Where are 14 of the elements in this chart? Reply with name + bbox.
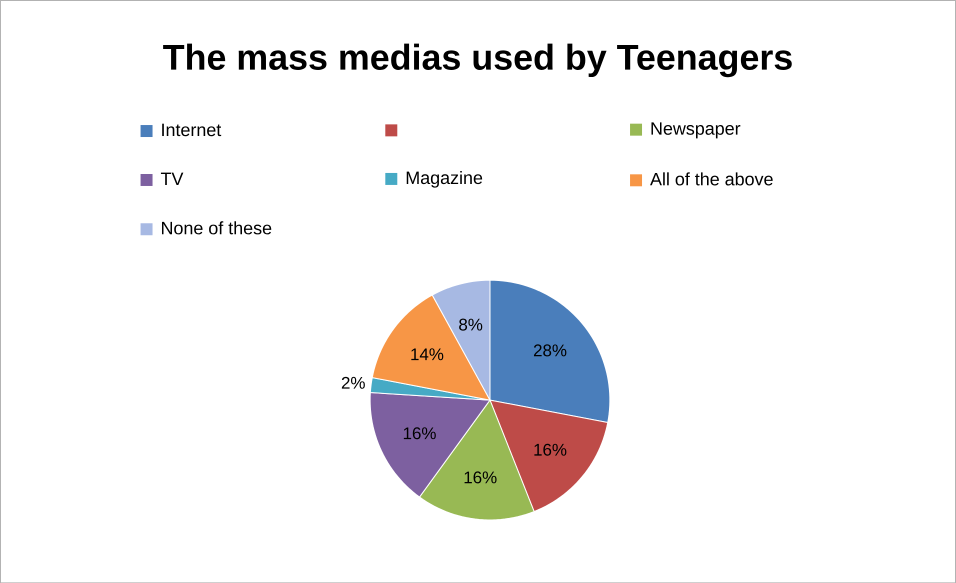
data-label: 16% bbox=[404, 427, 436, 440]
data-label: 16% bbox=[534, 444, 566, 456]
data-label: 14% bbox=[411, 348, 444, 360]
legend-label: All of the above bbox=[650, 172, 773, 186]
legend-label: Internet bbox=[162, 124, 222, 136]
legend-label: TV bbox=[160, 172, 184, 185]
legend-label: Magazine bbox=[406, 170, 482, 188]
data-label: 8% bbox=[459, 318, 482, 330]
legend-label: None of these bbox=[162, 221, 272, 234]
chart-title: The mass medias used by Teenagers bbox=[163, 43, 792, 78]
legend-label: Newspaper bbox=[651, 122, 740, 138]
data-label: 2% bbox=[342, 376, 365, 389]
data-label: 16% bbox=[464, 471, 497, 484]
data-label: 28% bbox=[534, 344, 566, 356]
